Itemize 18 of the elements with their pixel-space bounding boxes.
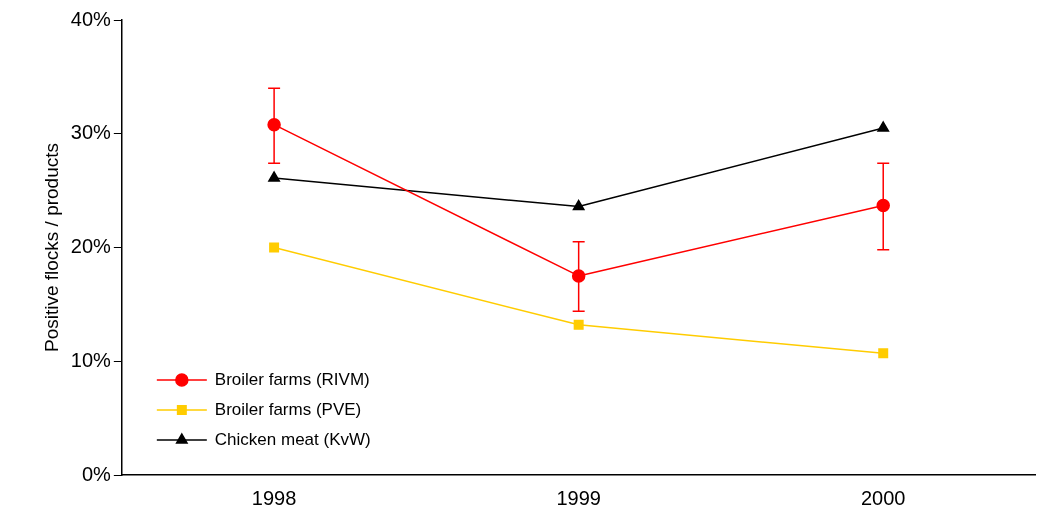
point — [878, 348, 889, 359]
y-tick-label: 0% — [81, 462, 112, 485]
legend-label: Broiler farms (PVE) — [214, 399, 362, 419]
y-tick-label: 20% — [70, 235, 112, 258]
y-tick-label: 40% — [70, 7, 112, 30]
legend-label: Chicken meat (KvW) — [214, 429, 371, 449]
y-tick-label: 30% — [70, 121, 112, 144]
point — [269, 242, 280, 253]
x-tick-label: 1998 — [251, 486, 297, 509]
x-tick-label: 1999 — [556, 486, 601, 509]
point — [877, 121, 890, 132]
y-tick-label: 10% — [70, 348, 112, 371]
point — [573, 319, 584, 330]
y-axis-title: Positive flocks / products — [40, 142, 62, 353]
point — [572, 199, 585, 211]
legend-label: Broiler farms (RIVM) — [214, 369, 370, 389]
x-tick-label: 2000 — [860, 486, 906, 509]
point — [268, 171, 281, 182]
